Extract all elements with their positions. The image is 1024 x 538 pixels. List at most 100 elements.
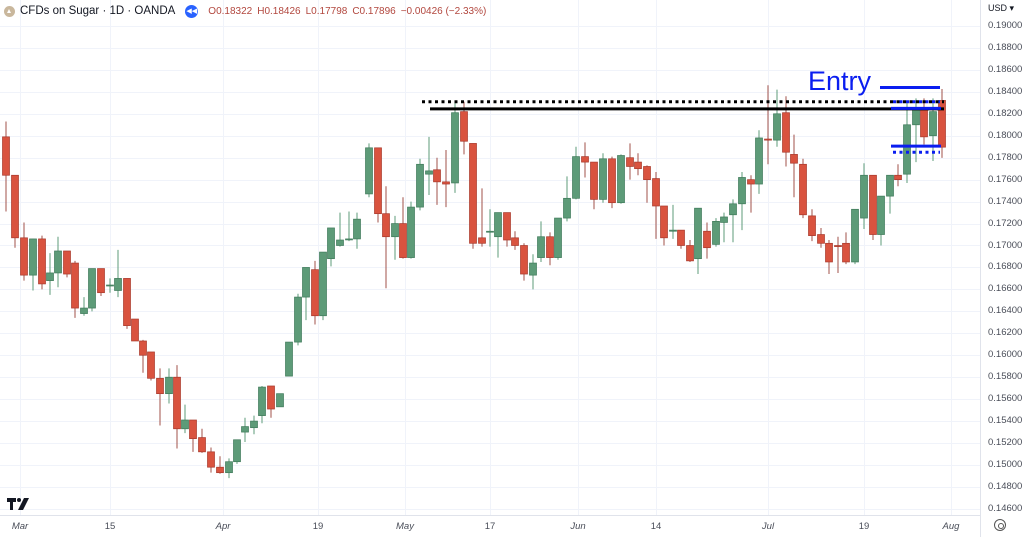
candle bbox=[511, 237, 519, 246]
sugar-symbol-icon bbox=[4, 5, 15, 17]
candle bbox=[165, 376, 173, 395]
candle bbox=[929, 111, 937, 137]
close-value: C0.17896 bbox=[352, 5, 396, 17]
price-label: 0.17800 bbox=[988, 151, 1023, 163]
time-label: May bbox=[396, 521, 414, 532]
candle bbox=[817, 234, 825, 244]
candle bbox=[345, 238, 353, 241]
candle bbox=[834, 245, 842, 247]
candle bbox=[416, 163, 424, 208]
candle bbox=[225, 461, 233, 474]
candle bbox=[106, 284, 114, 287]
candle bbox=[686, 245, 694, 262]
candle bbox=[2, 136, 10, 176]
candle bbox=[886, 174, 894, 197]
time-axis[interactable] bbox=[0, 515, 980, 538]
candle bbox=[353, 218, 361, 240]
high-value: H0.18426 bbox=[257, 5, 301, 17]
currency-selector[interactable]: USD ▾ bbox=[988, 3, 1015, 13]
candle bbox=[241, 426, 249, 433]
price-label: 0.17400 bbox=[988, 195, 1023, 207]
candle bbox=[790, 154, 798, 164]
price-label: 0.17000 bbox=[988, 239, 1023, 251]
candle bbox=[494, 212, 502, 238]
price-label: 0.15600 bbox=[988, 393, 1023, 405]
candle bbox=[877, 195, 885, 235]
tradingview-logo-icon bbox=[7, 498, 29, 510]
candle bbox=[808, 215, 816, 236]
candle bbox=[608, 158, 616, 204]
price-label: 0.15200 bbox=[988, 437, 1023, 449]
candle bbox=[123, 278, 131, 326]
candle bbox=[825, 242, 833, 263]
candle bbox=[207, 451, 215, 468]
candle bbox=[425, 170, 433, 175]
price-label: 0.15000 bbox=[988, 459, 1023, 470]
price-label: 0.18200 bbox=[988, 107, 1023, 119]
candle bbox=[71, 262, 79, 309]
candle bbox=[460, 111, 468, 142]
candle bbox=[216, 466, 224, 474]
candle bbox=[478, 237, 486, 244]
candle bbox=[407, 206, 415, 258]
candle bbox=[747, 179, 755, 185]
price-axis[interactable] bbox=[980, 0, 1024, 537]
candle bbox=[46, 272, 54, 281]
candle bbox=[503, 212, 511, 241]
candle bbox=[374, 147, 382, 215]
price-label: 0.19000 bbox=[988, 20, 1023, 31]
candle bbox=[147, 351, 155, 379]
candle bbox=[258, 386, 266, 416]
change-value: −0.00426 (−2.33%) bbox=[400, 5, 487, 17]
price-label: 0.18800 bbox=[988, 41, 1023, 53]
candle bbox=[469, 143, 477, 244]
low-value: L0.17798 bbox=[305, 5, 348, 17]
candle bbox=[63, 250, 71, 275]
symbol-title[interactable]: CFDs on Sugar · 1D · OANDA bbox=[20, 5, 176, 17]
entry-annotation[interactable]: Entry bbox=[808, 66, 872, 96]
candle bbox=[433, 169, 441, 183]
candle bbox=[38, 238, 46, 285]
candle bbox=[529, 262, 537, 276]
price-label: 0.14800 bbox=[988, 480, 1023, 492]
open-value: O0.18322 bbox=[208, 5, 253, 17]
price-label: 0.15400 bbox=[988, 415, 1023, 427]
candle bbox=[131, 318, 139, 342]
candle bbox=[139, 340, 147, 356]
price-label: 0.16000 bbox=[988, 349, 1023, 361]
symbol-legend: CFDs on Sugar · 1D · OANDA ◀◀ O0.18322 H… bbox=[4, 2, 491, 20]
settings-icon[interactable] bbox=[994, 519, 1006, 531]
candlestick-chart[interactable] bbox=[0, 0, 980, 515]
time-label: 19 bbox=[312, 521, 324, 532]
candle bbox=[173, 376, 181, 430]
time-label: Jun bbox=[570, 521, 586, 532]
candle bbox=[554, 217, 562, 258]
candle bbox=[643, 166, 651, 180]
candle bbox=[764, 138, 772, 141]
candle bbox=[773, 113, 781, 141]
candle bbox=[799, 163, 807, 216]
price-label: 0.14600 bbox=[988, 502, 1023, 514]
candle bbox=[233, 439, 241, 463]
candle bbox=[294, 296, 302, 343]
candle bbox=[336, 239, 344, 246]
price-label: 0.17600 bbox=[988, 173, 1023, 185]
candle bbox=[860, 174, 868, 219]
candle bbox=[563, 197, 571, 219]
candle bbox=[276, 393, 284, 408]
candle bbox=[894, 174, 902, 180]
candle bbox=[703, 230, 711, 249]
rewind-icon[interactable]: ◀◀ bbox=[185, 4, 199, 18]
candle bbox=[88, 268, 96, 309]
candle bbox=[546, 236, 554, 258]
candle bbox=[327, 227, 335, 260]
candle bbox=[738, 177, 746, 205]
candle bbox=[250, 420, 258, 429]
candle bbox=[712, 221, 720, 245]
time-label: 17 bbox=[484, 521, 496, 532]
candle bbox=[156, 377, 164, 395]
tradingview-logo[interactable] bbox=[7, 497, 29, 513]
candle bbox=[694, 207, 702, 260]
candle bbox=[755, 137, 763, 185]
candle bbox=[54, 250, 62, 274]
